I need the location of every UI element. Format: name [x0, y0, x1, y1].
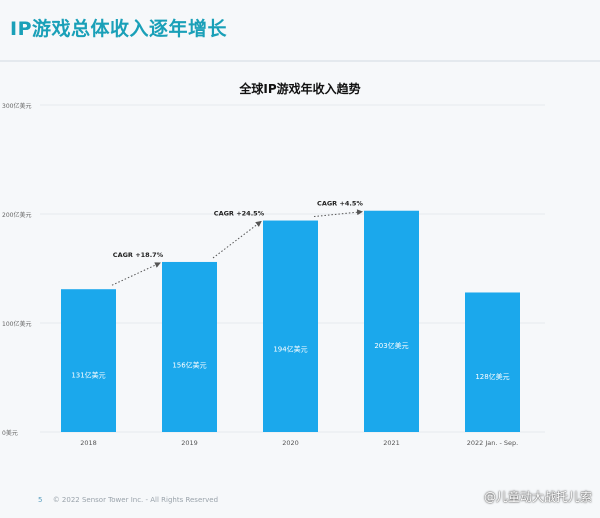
bar-value-label: 156亿美元 [172, 360, 206, 369]
y-tick-label: 0美元 [2, 429, 18, 437]
y-tick-label: 300亿美元 [2, 102, 31, 110]
bar [61, 289, 116, 432]
growth-annotation-label: CAGR +18.7% [113, 251, 164, 259]
chart-title: 全球IP游戏年收入趋势 [239, 82, 361, 96]
growth-arrow [212, 220, 262, 259]
x-tick-label: 2021 [383, 439, 400, 447]
bar-value-label: 128亿美元 [475, 372, 509, 381]
watermark-text: @儿童动大战托儿索 [483, 490, 592, 504]
bars [61, 210, 520, 432]
bar-value-label: 194亿美元 [273, 345, 307, 354]
page-heading: IP游戏总体收入逐年增长 [10, 18, 227, 40]
x-tick-label: 2022 Jan. - Sep. [467, 439, 519, 447]
growth-annotations: CAGR +18.7% CAGR +24.5% CAGR +4.5% [111, 200, 363, 286]
bar [364, 210, 419, 432]
growth-arrow [313, 209, 363, 218]
x-tick-label: 2019 [181, 439, 198, 447]
growth-arrow [111, 262, 161, 286]
growth-annotation-label: CAGR +4.5% [317, 200, 363, 208]
growth-annotation-label: CAGR +24.5% [214, 210, 265, 218]
page-number: 5 [38, 496, 43, 504]
footer: 5 © 2022 Sensor Tower Inc. - All Rights … [38, 496, 218, 504]
y-tick-label: 200亿美元 [2, 211, 31, 219]
bar [465, 292, 520, 432]
bar [263, 220, 318, 432]
x-tick-label: 2020 [282, 439, 299, 447]
copyright-text: © 2022 Sensor Tower Inc. - All Rights Re… [52, 496, 219, 504]
bar-value-labels: 131亿美元 156亿美元 194亿美元 203亿美元 128亿美元 [71, 341, 509, 381]
bar-value-label: 131亿美元 [71, 371, 105, 380]
y-tick-label: 100亿美元 [2, 320, 31, 328]
heading-divider [0, 60, 600, 62]
x-axis-tick-labels: 2018 2019 2020 2021 2022 Jan. - Sep. [80, 439, 518, 447]
bar-value-label: 203亿美元 [374, 341, 408, 350]
x-tick-label: 2018 [80, 439, 97, 447]
bar [162, 261, 217, 432]
y-axis-tick-labels: 0美元 100亿美元 200亿美元 300亿美元 [2, 102, 31, 437]
